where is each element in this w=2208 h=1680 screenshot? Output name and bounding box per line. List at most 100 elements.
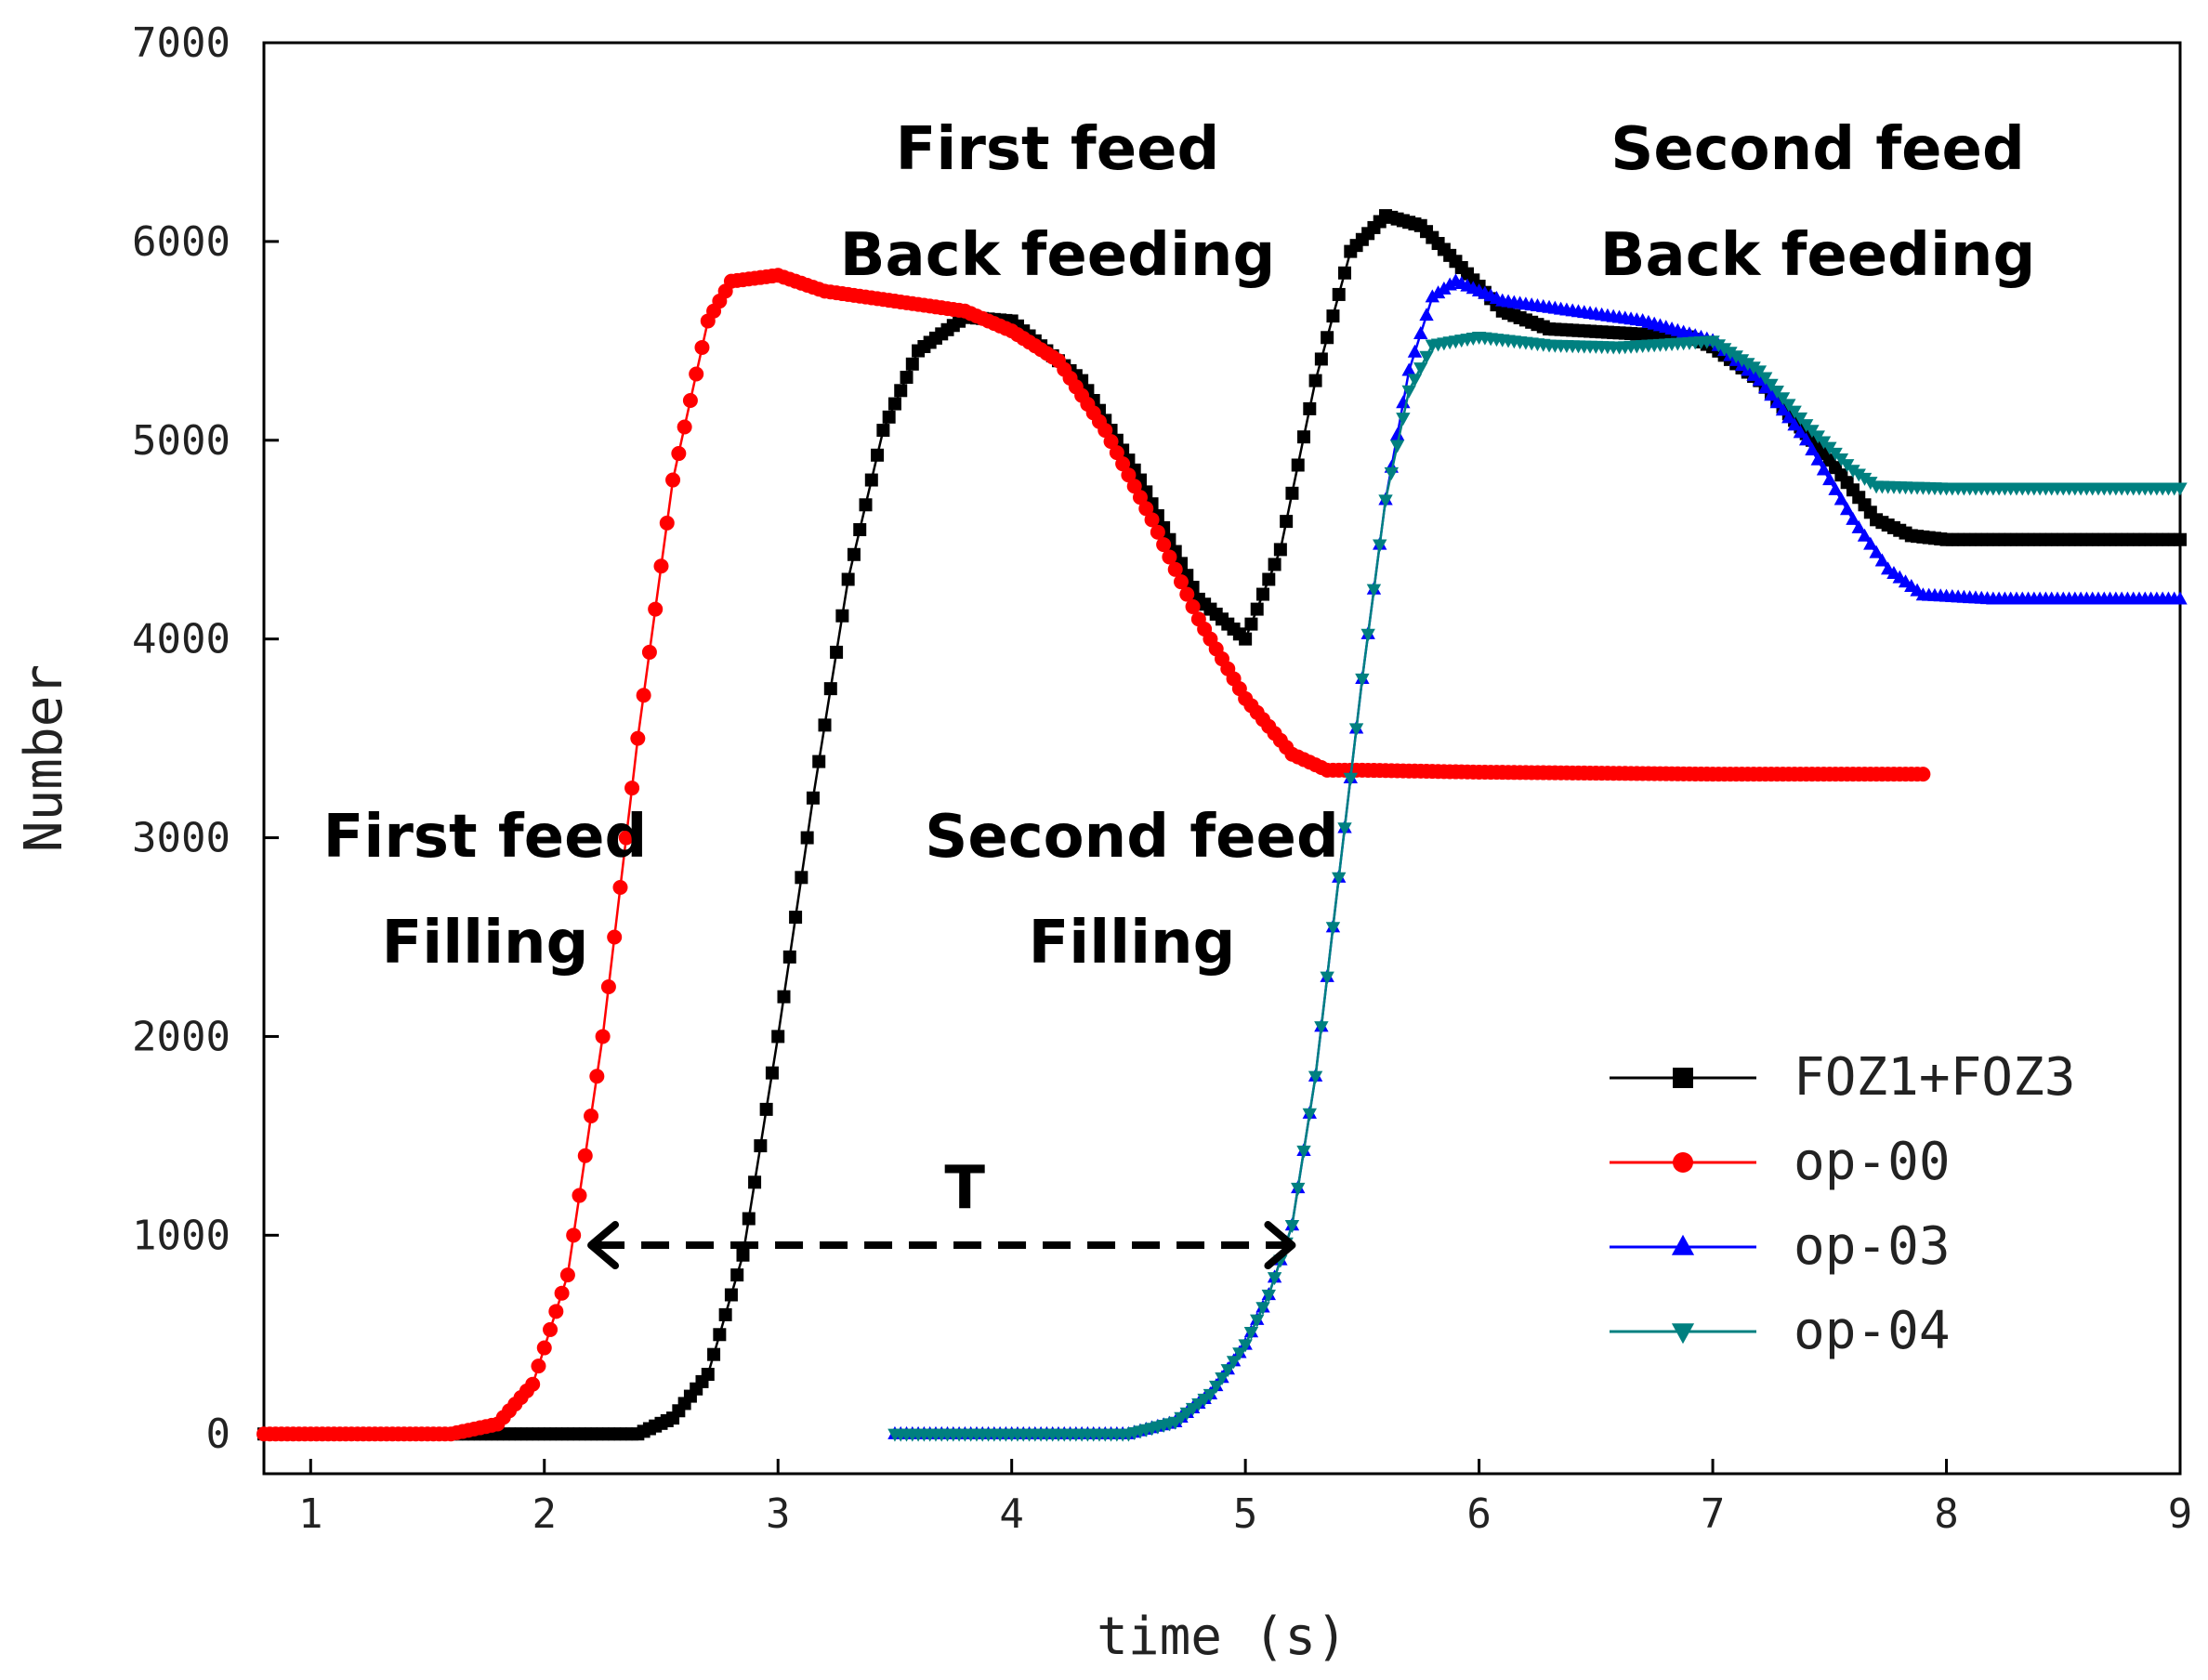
data-point: [566, 1227, 582, 1243]
y-tick-label: 7000: [132, 20, 230, 67]
data-point: [1291, 1182, 1306, 1196]
data-point: [1244, 617, 1258, 631]
data-point: [894, 384, 908, 398]
y-tick-label: 3000: [132, 815, 230, 862]
data-point: [1915, 767, 1931, 782]
data-point: [853, 523, 867, 537]
legend-marker: [1673, 1068, 1693, 1088]
x-tick-label: 7: [1701, 1490, 1726, 1538]
plot-area: [262, 41, 2182, 1476]
data-point: [1401, 362, 1416, 376]
data-point: [1343, 772, 1359, 786]
data-point: [531, 1358, 546, 1374]
data-point: [1430, 285, 1446, 299]
data-point: [1846, 465, 1860, 479]
data-point: [636, 688, 651, 703]
data-point: [1314, 352, 1328, 366]
annotation-second-feed-back-feeding: Second feed Back feeding: [1600, 115, 2036, 290]
data-point: [612, 880, 628, 896]
data-point: [1775, 392, 1791, 406]
data-point: [1781, 410, 1796, 424]
data-point: [1413, 325, 1428, 339]
x-tick-label: 1: [298, 1490, 323, 1538]
data-point: [1291, 458, 1305, 472]
data-point: [1716, 343, 1732, 357]
data-point: [641, 644, 657, 660]
legend: FOZ1+FOZ3 op-00 op-03 op-04: [1610, 1047, 2075, 1361]
data-point: [887, 397, 901, 411]
data-point: [1261, 1289, 1276, 1303]
data-point: [559, 1267, 575, 1283]
data-point: [572, 1188, 587, 1203]
data-point: [1413, 362, 1428, 376]
data-point: [1425, 289, 1440, 303]
data-point: [1442, 277, 1457, 291]
data-point: [1752, 373, 1768, 387]
data-point: [607, 929, 623, 945]
legend-item: op-04: [1610, 1301, 1951, 1361]
data-point: [1741, 358, 1755, 372]
data-point: [1857, 528, 1873, 542]
data-point: [1752, 365, 1768, 379]
legend-marker: [1673, 1152, 1693, 1173]
data-point: [653, 558, 669, 574]
data-point: [1144, 512, 1160, 528]
data-point: [1332, 872, 1347, 886]
y-tick-label: 4000: [132, 616, 230, 663]
data-point: [1262, 572, 1276, 586]
data-point: [1239, 632, 1253, 646]
data-point: [1863, 477, 1878, 491]
data-point: [1769, 385, 1784, 399]
annotation-first-feed-back-feeding: First feed Back feeding: [840, 115, 1276, 290]
x-tick-label: 8: [1934, 1490, 1959, 1538]
legend-item: op-00: [1610, 1132, 1951, 1192]
annotation-line: Back feeding: [1600, 221, 2036, 290]
arrow-label: T: [944, 1154, 985, 1223]
series-op-04: [887, 331, 2188, 1442]
data-point: [701, 1368, 715, 1382]
data-point: [1816, 462, 1832, 476]
data-point: [1857, 472, 1873, 486]
data-point: [1150, 524, 1165, 540]
data-point: [1097, 423, 1113, 439]
data-point: [1185, 598, 1201, 614]
data-point: [1209, 1380, 1224, 1394]
data-point: [1338, 266, 1352, 280]
legend-label: op-00: [1794, 1132, 1951, 1192]
data-point: [1138, 501, 1154, 517]
legend-label: op-03: [1794, 1216, 1951, 1277]
y-tick-label: 0: [206, 1411, 231, 1458]
data-point: [630, 730, 646, 746]
data-point: [771, 1030, 785, 1043]
x-axis-ticks: 1 2 3 4 5 6 7 8 9: [298, 1459, 2192, 1538]
data-point: [1793, 412, 1808, 426]
data-point: [1810, 452, 1825, 466]
data-point: [1822, 472, 1837, 486]
data-point: [1407, 344, 1423, 358]
data-point: [864, 473, 878, 487]
data-point: [1828, 481, 1843, 495]
legend-item: op-03: [1610, 1216, 1951, 1277]
x-tick-label: 5: [1233, 1490, 1258, 1538]
y-tick-label: 6000: [132, 218, 230, 266]
data-point: [1238, 1339, 1253, 1353]
data-point: [835, 609, 849, 623]
data-point: [742, 1212, 756, 1226]
data-point: [1243, 1327, 1259, 1341]
data-point: [841, 572, 855, 586]
annotation-line: First feed: [323, 803, 648, 872]
data-point: [1705, 335, 1720, 349]
data-point: [777, 990, 791, 1004]
data-point: [1284, 1220, 1300, 1234]
data-point: [1220, 1364, 1235, 1378]
data-point: [806, 791, 820, 805]
data-point: [1869, 545, 1884, 558]
data-point: [677, 419, 692, 435]
data-point: [1232, 1347, 1247, 1361]
data-point: [584, 1109, 599, 1123]
data-point: [1419, 308, 1434, 322]
data-point: [823, 682, 837, 696]
data-point: [1167, 561, 1183, 577]
data-point: [1781, 399, 1796, 413]
data-point: [1846, 511, 1860, 525]
